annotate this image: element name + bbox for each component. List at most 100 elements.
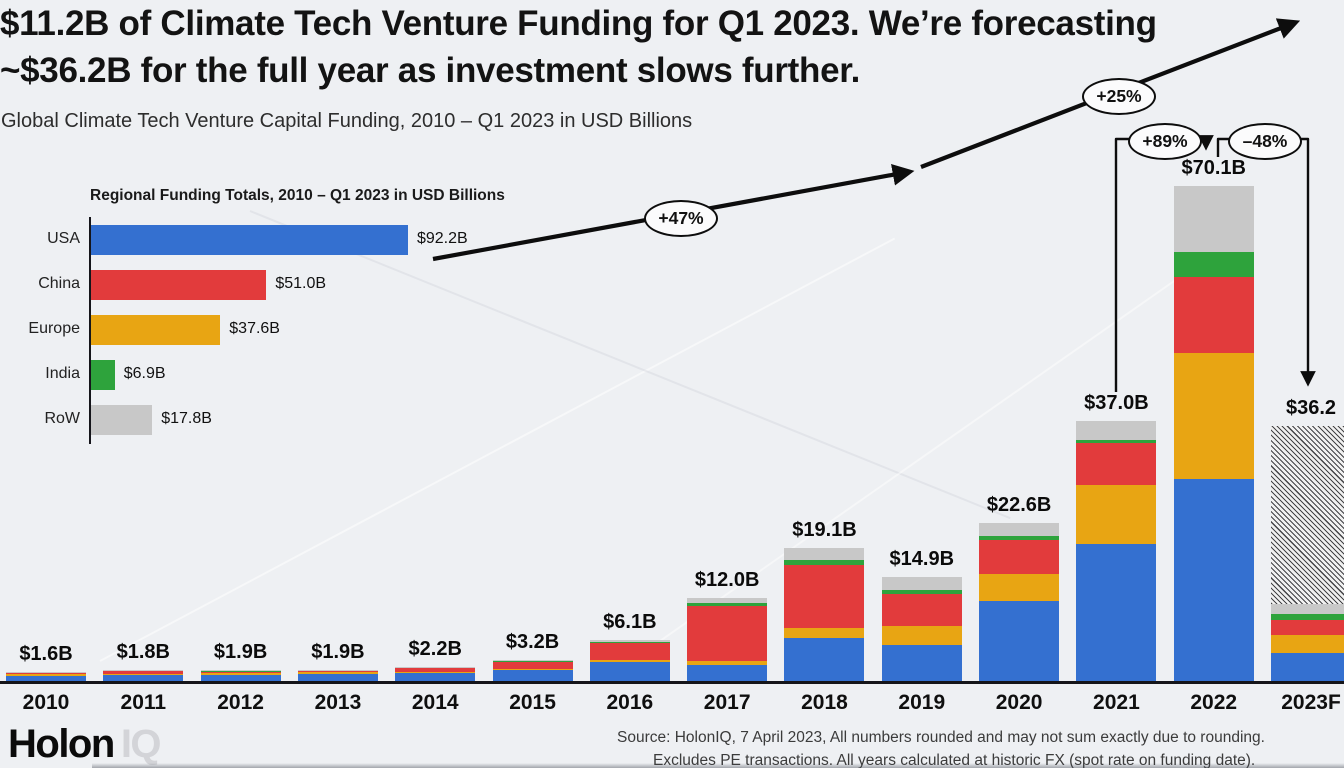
inset-bar-value-row: $17.8B [161,410,212,427]
chart-subtitle: Global Climate Tech Venture Capital Fund… [1,110,693,132]
bar-segment-row-2020 [979,522,1060,536]
bar-segment-row-2019 [881,577,962,590]
bar-segment-india-2019 [881,589,962,594]
logo-iq-text: IQ [120,722,162,766]
inset-bar-label-europe: Europe [28,320,80,337]
bar-segment-europe-2016 [589,659,670,662]
bar-total-label-2019: $14.9B [889,548,955,571]
bar-segment-india-2017 [687,602,768,607]
bar-total-label-2020: $22.6B [986,493,1052,516]
bar-segment-india-2021 [1076,439,1157,443]
inset-bar-label-india: India [45,365,80,382]
x-axis-label-2016: 2016 [606,691,654,714]
bar-total-label-2016: $6.1B [603,610,657,633]
bar-total-label-2011: $1.8B [116,641,170,664]
bar-segment-usa-2014 [395,673,476,683]
bar-segment-row-2021 [1076,420,1157,440]
bar-segment-europe-2020 [979,573,1060,602]
bar-total-label-2017: $12.0B [694,568,760,591]
bar-segment-usa-2015 [492,670,573,683]
inset-bar-label-china: China [38,275,80,292]
logo-holon-text: Holon [8,722,115,766]
bar-segment-china-2020 [979,539,1060,574]
bar-segment-china-2015 [492,661,573,669]
bar-segment-row-2022 [1173,185,1254,252]
inset-bar-india [91,360,115,390]
bar-segment-forecast-2023F [1271,426,1344,604]
bar-segment-china-2023F [1271,619,1344,635]
bar-segment-china-2012 [200,670,281,673]
bar-segment-china-2022 [1173,277,1254,354]
bar-segment-row-2013 [297,669,378,671]
bar-segment-usa-2017 [687,665,768,683]
page-title: $11.2B of Climate Tech Venture Funding f… [0,0,1157,94]
bar-segment-usa-2013 [297,674,378,683]
bar-segment-china-2016 [589,642,670,660]
annotation-bubble-growth-2022: +89% [1128,122,1202,160]
bar-segment-europe-2011 [103,673,184,675]
bar-segment-china-2019 [881,593,962,627]
inset-y-axis-line [89,217,92,444]
bar-segment-europe-2015 [492,668,573,671]
bar-segment-row-2014 [395,667,476,669]
bar-segment-row-2017 [687,597,768,603]
bar-segment-europe-2019 [881,626,962,645]
bar-segment-europe-2023F [1271,634,1344,653]
x-axis-label-2019: 2019 [898,691,946,714]
bar-segment-row-2010 [6,671,86,673]
bar-segment-usa-2022 [1173,478,1254,683]
x-axis-label-2011: 2011 [120,691,167,714]
bar-total-label-2012: $1.9B [213,640,268,663]
inset-bar-label-usa: USA [47,230,80,247]
inset-bar-label-row: RoW [44,410,80,427]
holoniq-logo: Holon IQ [8,722,162,767]
title-line-1: $11.2B of Climate Tech Venture Funding f… [0,4,1157,43]
inset-bar-value-europe: $37.6B [229,320,280,337]
bar-segment-europe-2010 [6,674,86,676]
bar-segment-usa-2023F [1271,652,1344,683]
bar-segment-usa-2010 [6,675,86,683]
bar-segment-row-2023F [1271,603,1344,614]
bar-total-label-2021: $37.0B [1084,391,1149,414]
bar-segment-india-2022 [1173,251,1254,278]
bar-segment-europe-2021 [1076,485,1157,545]
bar-segment-india-2016 [589,641,670,643]
inset-bar-usa [91,225,408,255]
bar-segment-china-2011 [103,671,184,674]
bar-segment-china-2013 [297,670,378,673]
inset-bar-europe [91,315,221,345]
bottom-edge-shadow [92,763,1344,768]
bar-segment-india-2018 [784,560,865,565]
x-axis-label-2014: 2014 [411,691,459,714]
inset-bar-china [91,270,267,300]
inset-bar-value-india: $6.9B [123,365,166,382]
bar-segment-row-2018 [784,547,865,561]
x-axis-label-2010: 2010 [22,691,70,714]
bar-segment-europe-2014 [395,671,476,674]
annotation-bubble-trend-47: +47% [644,199,718,237]
bar-segment-china-2021 [1076,442,1157,486]
bar-segment-row-2016 [589,639,670,642]
bar-segment-usa-2020 [979,601,1060,683]
x-axis-label-2020: 2020 [995,691,1043,714]
x-axis-label-2023F: 2023F [1281,691,1341,714]
title-line-2: ~$36.2B for the full year as investment … [0,51,861,90]
bar-segment-row-2012 [200,669,281,671]
bar-segment-usa-2016 [589,661,670,683]
bar-segment-usa-2018 [784,637,865,683]
bar-total-label-2018: $19.1B [792,518,857,541]
inset-bar-value-usa: $92.2B [416,230,468,247]
bar-segment-row-2011 [103,670,184,672]
annotation-bubble-trend-25: +25% [1082,77,1156,115]
bar-total-label-2023F: $36.2 [1285,397,1337,420]
bar-segment-europe-2022 [1173,353,1254,479]
inset-chart-title: Regional Funding Totals, 2010 – Q1 2023 … [90,187,505,204]
inset-bar-value-china: $51.0B [275,275,327,292]
x-axis-label-2022: 2022 [1190,691,1238,714]
bar-segment-europe-2012 [200,672,281,676]
annotation-bubble-decline-2023: –48% [1228,122,1302,160]
bar-total-label-2013: $1.9B [311,640,365,663]
bar-segment-usa-2012 [200,675,281,683]
bar-segment-europe-2017 [687,661,768,666]
